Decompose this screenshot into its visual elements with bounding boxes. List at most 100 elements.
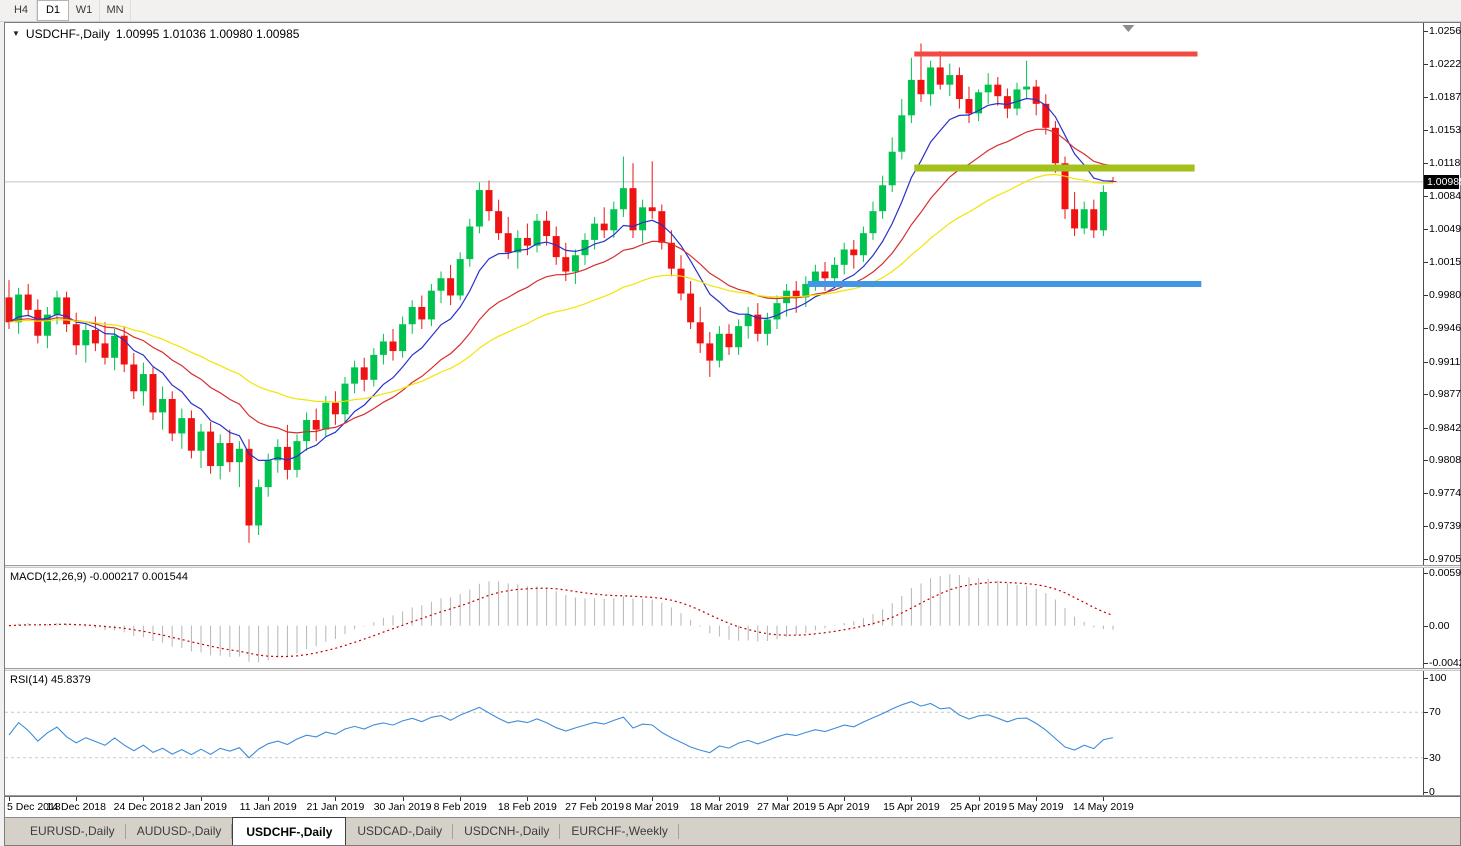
- axis-tick: [1424, 163, 1428, 165]
- candlestick: [216, 443, 224, 467]
- candlestick: [898, 115, 906, 152]
- rsi-canvas: [5, 701, 1423, 759]
- macd-tick-label: 0.00: [1429, 619, 1450, 632]
- panel-divider[interactable]: [5, 565, 1460, 568]
- chart-tab-usdchf[interactable]: USDCHF-,Daily: [232, 817, 347, 845]
- timeframe-button-mn[interactable]: MN: [100, 0, 131, 21]
- candlestick: [984, 84, 992, 93]
- candlestick: [341, 383, 349, 415]
- candlestick: [936, 67, 944, 85]
- macd-panel[interactable]: MACD(12,26,9) -0.000217 0.001544: [5, 568, 1423, 668]
- timeframe-button-w1[interactable]: W1: [69, 0, 100, 21]
- candlestick: [149, 374, 157, 413]
- candlestick: [399, 324, 407, 352]
- panel-divider[interactable]: [5, 668, 1460, 671]
- candlestick: [187, 418, 195, 451]
- chart-dropdown-icon[interactable]: ▼: [12, 29, 20, 38]
- candlestick: [475, 190, 483, 227]
- axis-tick: [1424, 394, 1428, 396]
- axis-tick: [1424, 229, 1428, 231]
- candlestick: [34, 309, 42, 336]
- chart-tab-eurchf[interactable]: EURCHF-,Weekly: [560, 818, 680, 845]
- broken-support-line[interactable]: [914, 164, 1195, 172]
- candlestick: [1071, 209, 1079, 229]
- rsi-tick-label: 30: [1429, 751, 1441, 764]
- candlestick: [917, 79, 925, 95]
- main-chart-panel[interactable]: ▼ USDCHF-,Daily 1.00995 1.01036 1.00980 …: [5, 23, 1423, 565]
- macd-axis: 0.00597 0.00 -0.00424: [1423, 567, 1461, 669]
- timeframe-button-d1[interactable]: D1: [37, 0, 69, 21]
- date-tick-label: 8 Mar 2019: [625, 801, 679, 813]
- axis-tick: [1424, 427, 1428, 429]
- candlestick: [139, 374, 147, 392]
- chart-tab-usdcnh[interactable]: USDCNH-,Daily: [453, 818, 561, 845]
- candlestick: [1080, 209, 1088, 229]
- candlestick: [226, 443, 234, 463]
- date-tick: [786, 797, 788, 801]
- price-chart-canvas: [5, 25, 1423, 543]
- rsi-tick-label: 0: [1429, 786, 1435, 798]
- candlestick: [658, 211, 666, 243]
- mid-ma-line[interactable]: [8, 128, 1114, 434]
- axis-tick: [1424, 295, 1428, 297]
- candlestick: [91, 329, 99, 344]
- candlestick: [677, 268, 685, 294]
- axis-tick: [1424, 492, 1428, 494]
- date-tick: [76, 797, 78, 801]
- axis-tick: [1424, 625, 1428, 627]
- candlestick: [802, 283, 810, 298]
- candlestick: [72, 324, 80, 346]
- candlestick: [43, 314, 51, 336]
- macd-canvas: [8, 574, 1114, 663]
- macd-signal-line: [8, 581, 1114, 658]
- date-tick-label: 27 Mar 2019: [757, 801, 817, 813]
- support-line[interactable]: [807, 280, 1202, 287]
- candlestick: [840, 249, 848, 265]
- chart-tab-eurusd[interactable]: EURUSD-,Daily: [19, 818, 126, 845]
- timeframe-toolbar: H4 D1 W1 MN: [0, 0, 1461, 22]
- axis-tick: [1424, 559, 1428, 560]
- candlestick: [379, 341, 387, 355]
- rsi-panel[interactable]: RSI(14) 45.8379: [5, 671, 1423, 795]
- axis-tick: [1424, 63, 1428, 65]
- candlestick: [485, 190, 493, 212]
- chart-shift-marker[interactable]: [1122, 25, 1135, 32]
- slow-ma-line[interactable]: [8, 173, 1114, 403]
- axis-tick: [1424, 678, 1428, 679]
- candlestick: [879, 185, 887, 212]
- candlestick: [389, 341, 397, 352]
- candlestick: [331, 402, 339, 415]
- candlestick: [696, 322, 704, 344]
- candlestick: [447, 278, 455, 296]
- candlestick: [82, 329, 90, 346]
- chart-tab-usdcad[interactable]: USDCAD-,Daily: [346, 818, 453, 845]
- candlestick: [1051, 127, 1059, 164]
- fast-ma-line[interactable]: [8, 97, 1114, 461]
- axis-tick: [1424, 195, 1428, 197]
- resistance-line[interactable]: [914, 51, 1198, 57]
- date-tick: [594, 797, 596, 801]
- candlestick: [869, 211, 877, 234]
- axis-tick: [1424, 573, 1428, 574]
- rsi-label: RSI(14) 45.8379: [10, 674, 91, 686]
- candlestick: [111, 335, 119, 358]
- date-tick-label: 24 Dec 2018: [113, 801, 174, 813]
- timeframe-button-h4[interactable]: H4: [6, 0, 37, 21]
- candlestick: [351, 367, 359, 384]
- date-tick-label: 25 Apr 2019: [950, 801, 1007, 813]
- price-tick-label: 1.02220: [1429, 57, 1461, 70]
- candlestick: [466, 226, 474, 260]
- date-axis: 5 Dec 2018 14 Dec 2018 24 Dec 2018 2 Jan 20…: [5, 796, 1460, 817]
- chart-tab-audusd[interactable]: AUDUSD-,Daily: [126, 818, 233, 845]
- candlestick: [687, 293, 695, 323]
- macd-label: MACD(12,26,9) -0.000217 0.001544: [10, 571, 188, 583]
- candlestick: [24, 294, 32, 310]
- panel-divider: [5, 795, 1460, 796]
- candlestick: [197, 431, 205, 451]
- date-tick-label: 2 Jan 2019: [175, 801, 227, 813]
- candlestick: [370, 354, 378, 380]
- candlestick: [437, 278, 445, 291]
